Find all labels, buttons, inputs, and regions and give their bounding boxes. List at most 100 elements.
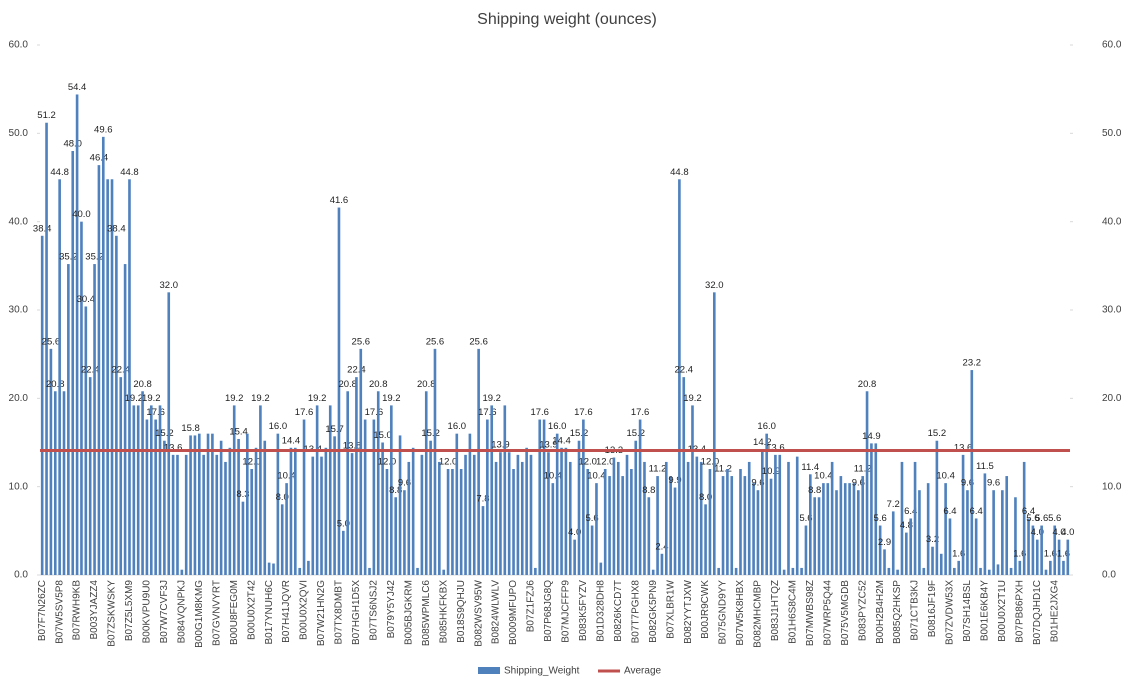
- x-tick-label: B07PB86PXH: [1014, 580, 1025, 643]
- bar: [385, 469, 389, 575]
- bar: [551, 483, 555, 575]
- data-label: 17.6: [478, 407, 497, 418]
- data-label: 13.9: [491, 440, 510, 451]
- data-label: 25.6: [426, 336, 445, 347]
- bar: [630, 469, 633, 575]
- data-label: 10.4: [814, 471, 833, 482]
- data-label: 3.2: [926, 534, 939, 545]
- bar: [835, 490, 838, 575]
- data-label: 19.2: [225, 393, 244, 404]
- data-label: 11.2: [854, 464, 872, 475]
- bar: [1057, 539, 1061, 575]
- bar: [224, 461, 227, 575]
- data-label: 1.6: [1057, 548, 1070, 559]
- bar: [804, 525, 808, 575]
- data-label: 12.0: [596, 457, 615, 468]
- bar: [106, 179, 109, 575]
- data-label: 20.8: [858, 379, 877, 390]
- bar: [612, 457, 616, 575]
- bar: [376, 391, 380, 575]
- bar: [45, 122, 48, 575]
- bar: [603, 469, 607, 575]
- data-label: 14.4: [282, 435, 301, 446]
- data-label: 2.4: [655, 541, 668, 552]
- bar: [285, 483, 288, 575]
- data-label: 5.6: [1035, 513, 1048, 524]
- bar: [608, 476, 611, 575]
- data-label: 48.0: [63, 139, 82, 150]
- x-tick-label: B07ZVDW53X: [945, 580, 956, 645]
- bar: [294, 447, 297, 575]
- bar: [542, 419, 546, 575]
- bar: [237, 438, 240, 575]
- bar: [957, 560, 961, 575]
- x-tick-label: B001E6KB4Y: [980, 580, 991, 641]
- data-label: 13.9: [539, 440, 558, 451]
- bar: [167, 292, 171, 575]
- x-tick-label: B017YNUH6C: [264, 580, 275, 644]
- bar: [211, 433, 214, 575]
- bar: [621, 476, 624, 575]
- data-label: 19.2: [683, 393, 702, 404]
- bar: [163, 440, 166, 575]
- data-label: 25.6: [352, 336, 371, 347]
- bar: [154, 419, 157, 575]
- bar: [922, 567, 926, 575]
- data-label: 35.2: [85, 252, 104, 263]
- data-label: 15.2: [928, 428, 947, 439]
- data-label: 15.2: [421, 428, 440, 439]
- x-tick-label: B07ZSKWSKY: [107, 580, 118, 647]
- data-label: 17.6: [146, 407, 165, 418]
- bar: [472, 454, 476, 575]
- x-tick-label: B082GK5PN9: [648, 580, 659, 643]
- x-tick-label: B01D328DH8: [595, 580, 606, 642]
- data-label: 5.6: [799, 513, 812, 524]
- bar: [363, 419, 367, 575]
- bar: [451, 469, 454, 575]
- bar: [241, 501, 245, 575]
- bar: [756, 490, 760, 575]
- bar: [538, 419, 542, 575]
- bar: [887, 567, 891, 575]
- bar: [660, 553, 664, 575]
- bar: [717, 567, 720, 575]
- bar: [643, 461, 646, 575]
- bar: [739, 469, 742, 575]
- data-label: 8.0: [699, 492, 712, 503]
- bar: [822, 483, 825, 575]
- data-label: 11.4: [801, 462, 819, 473]
- bar: [987, 569, 991, 575]
- bar: [429, 440, 432, 575]
- bar: [416, 567, 419, 575]
- bar: [778, 454, 782, 575]
- data-label: 16.0: [548, 421, 567, 432]
- y2-tick-label: 20.0: [1102, 393, 1122, 404]
- bar: [516, 454, 520, 575]
- legend-label: Average: [624, 666, 662, 677]
- data-label: 16.0: [269, 421, 288, 432]
- bar: [171, 454, 175, 575]
- bar: [529, 454, 533, 575]
- bar: [123, 264, 127, 575]
- data-label: 7.2: [887, 499, 900, 510]
- bar: [494, 461, 498, 575]
- bar: [682, 377, 686, 575]
- data-label: 10.4: [544, 471, 563, 482]
- data-label: 14.4: [552, 435, 571, 446]
- data-label: 9.6: [852, 478, 865, 489]
- x-tick-label: B082WSV95W: [473, 579, 484, 646]
- bar: [839, 476, 843, 575]
- bar: [974, 518, 978, 575]
- chart-title: Shipping weight (ounces): [477, 11, 657, 28]
- bar: [350, 453, 354, 575]
- data-label: 8.3: [236, 489, 249, 500]
- data-label: 9.6: [961, 478, 974, 489]
- bar: [909, 518, 913, 575]
- data-label: 6.4: [904, 506, 917, 517]
- bar: [311, 456, 315, 575]
- y-tick-label: 10.0: [9, 481, 29, 492]
- data-label: 5.6: [874, 513, 887, 524]
- bar: [1022, 461, 1026, 575]
- bar: [481, 506, 485, 575]
- bar: [918, 490, 921, 575]
